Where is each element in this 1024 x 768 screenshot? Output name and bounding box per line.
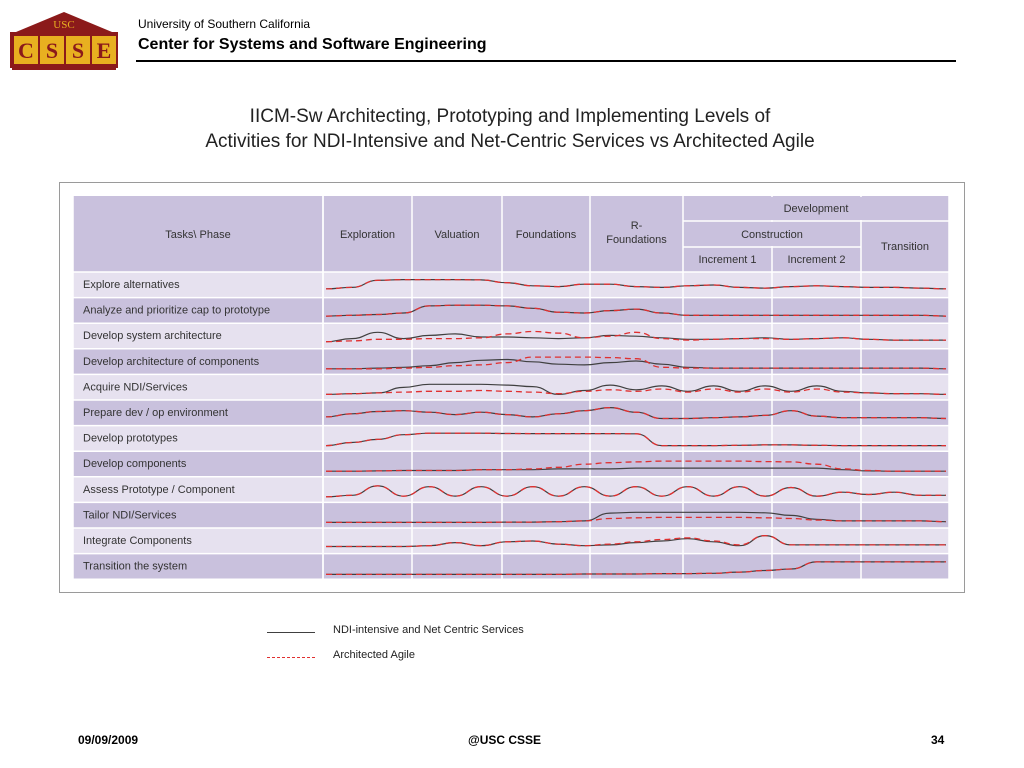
row-label: Assess Prototype / Component xyxy=(83,484,235,496)
ndi-series-line xyxy=(325,383,947,396)
header-merge-dev xyxy=(684,197,948,220)
row-label: Develop prototypes xyxy=(83,433,178,445)
legend-item-agile: Architected Agile xyxy=(262,649,562,665)
university-name: University of Southern California xyxy=(138,17,311,31)
slide-title-line1: IICM-Sw Architecting, Prototyping and Im… xyxy=(249,106,771,127)
logo-letter-box xyxy=(66,36,90,64)
agile-series-line xyxy=(325,432,946,447)
header-development: Development xyxy=(784,203,849,215)
logo-usc-text: USC xyxy=(53,19,74,31)
table-row-bg xyxy=(73,425,949,452)
agile-series-line xyxy=(325,278,947,290)
header-phase: Valuation xyxy=(434,229,479,241)
logo-letter-box xyxy=(92,36,116,64)
ndi-series-line xyxy=(325,331,946,343)
header-increment-1: Increment 1 xyxy=(698,254,756,266)
slide-title-line2: Activities for NDI-Intensive and Net-Cen… xyxy=(205,131,815,152)
chart-legend: NDI-intensive and Net Centric Services A… xyxy=(262,618,562,668)
row-label: Integrate Components xyxy=(83,535,192,547)
agile-series-line xyxy=(325,330,946,343)
header-phase: R- xyxy=(631,220,643,232)
legend-label-agile: Architected Agile xyxy=(333,649,415,661)
slide-title: IICM-Sw Architecting, Prototyping and Im… xyxy=(140,104,880,154)
row-label: Tailor NDI/Services xyxy=(83,509,177,521)
header-phase: Foundations xyxy=(516,229,577,241)
table-row-bg xyxy=(73,528,949,554)
logo-letter: S xyxy=(72,38,84,63)
table-row-bg xyxy=(73,502,949,528)
logo-letter: E xyxy=(97,38,112,63)
footer-date: 09/09/2009 xyxy=(78,733,139,747)
table-row-bg xyxy=(73,348,949,375)
center-name: Center for Systems and Software Engineer… xyxy=(138,36,487,53)
agile-series-line xyxy=(325,304,947,317)
row-label: Develop system architecture xyxy=(83,330,222,342)
table-row-bg xyxy=(73,476,949,503)
logo-letter: S xyxy=(46,38,58,63)
header-tasks-phase: Tasks\ Phase xyxy=(165,229,230,241)
row-label: Develop architecture of components xyxy=(83,356,260,368)
header-merge-transition xyxy=(862,222,948,271)
row-label: Analyze and prioritize cap to prototype xyxy=(83,305,270,317)
agile-series-line xyxy=(325,534,946,548)
header-transition: Transition xyxy=(881,241,929,253)
agile-series-line xyxy=(326,516,947,524)
agile-series-line xyxy=(326,460,946,472)
logo-roof xyxy=(16,12,112,32)
agile-series-line xyxy=(325,356,947,370)
row-label: Prepare dev / op environment xyxy=(83,407,228,419)
agile-series-line xyxy=(325,388,947,396)
header-construction: Construction xyxy=(741,229,803,241)
legend-swatch-ndi xyxy=(267,632,315,633)
logo-letter-box xyxy=(40,36,64,64)
header-merge-construction xyxy=(684,222,860,246)
table-row-bg xyxy=(73,374,949,400)
table-row-bg xyxy=(73,297,949,324)
activity-chart-svg: Tasks\ Phase Exploration Valuation Foundati… xyxy=(72,196,950,580)
ndi-series-line xyxy=(325,358,947,370)
agile-series-line xyxy=(325,406,947,420)
agile-series-line xyxy=(325,485,946,498)
activity-chart: Tasks\ Phase Exploration Valuation Foundati… xyxy=(59,182,965,593)
header-phase: Foundations xyxy=(606,234,667,246)
logo-letter: C xyxy=(18,38,34,63)
agile-series-line xyxy=(325,561,946,576)
row-label: Transition the system xyxy=(83,561,187,573)
logo-letter-box xyxy=(14,36,38,64)
header-divider xyxy=(136,60,956,62)
footer-center: @USC CSSE xyxy=(468,733,542,747)
row-label: Develop components xyxy=(83,458,187,470)
table-row-bg xyxy=(73,553,949,580)
header-increment-2: Increment 2 xyxy=(787,254,845,266)
table-row-bg xyxy=(73,272,949,298)
legend-item-ndi: NDI-intensive and Net Centric Services xyxy=(262,624,562,640)
table-row-bg xyxy=(73,451,949,477)
legend-swatch-agile xyxy=(267,657,315,658)
table-row-bg xyxy=(73,323,949,349)
logo-step xyxy=(12,66,116,70)
row-label: Acquire NDI/Services xyxy=(83,381,188,393)
footer-page-number: 34 xyxy=(931,733,945,747)
row-label: Explore alternatives xyxy=(83,279,180,291)
header-phase: Exploration xyxy=(340,229,395,241)
legend-label-ndi: NDI-intensive and Net Centric Services xyxy=(333,624,524,636)
